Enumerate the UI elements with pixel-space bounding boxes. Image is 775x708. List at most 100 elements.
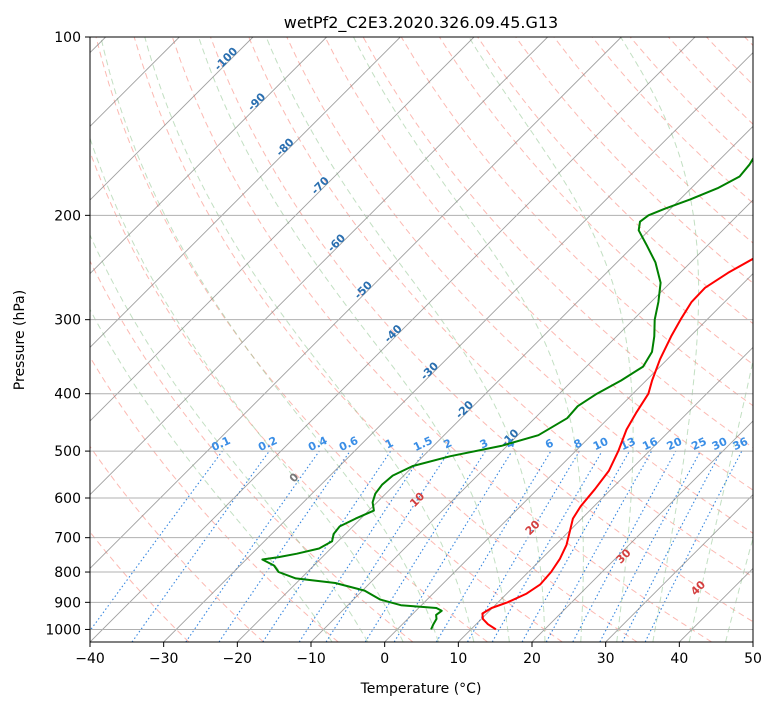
mixing-ratio-label: 20 [665,435,685,453]
dry-adiabat [171,37,712,642]
dry-adiabat [90,531,190,642]
moist-adiabat [353,37,584,642]
moist-adiabat-label: 40 [688,578,708,598]
x-tick-label: 40 [670,651,688,667]
mixing-ratio-line [90,450,223,632]
isotherm-label: -90 [245,90,268,113]
x-tick-label: −40 [75,651,105,667]
y-tick-label: 200 [54,208,81,224]
mixing-ratio-line [218,450,351,642]
y-axis-ticks: 100 200 300 400 500 600 700 800 900 1000 [45,30,90,638]
dry-adiabat [90,150,488,642]
isotherm-label: -50 [352,278,375,301]
y-tick-label: 100 [54,30,81,46]
moist-adiabat [468,37,634,642]
x-tick-label: −10 [296,651,326,667]
mixing-ratio-line [325,450,450,642]
isotherm-line [90,37,475,422]
isotherm-line [679,567,753,642]
plot-frame [89,36,754,643]
y-tick-label: 900 [54,595,81,611]
y-tick-label: 1000 [45,622,81,638]
moist-adiabat [144,37,475,642]
dry-adiabat [324,37,753,491]
isotherm-label: -80 [273,135,296,158]
moist-adiabat [198,37,510,642]
dry-adiabat [90,445,264,642]
moist-adiabat [90,136,404,642]
dry-adiabat [668,37,753,125]
mixing-ratio-label: 2 [442,436,454,451]
x-tick-label: 20 [523,651,541,667]
background-lines [90,37,753,642]
isotherm-line [605,494,753,642]
mixing-ratio-line [131,450,270,642]
moist-adiabat [725,536,753,642]
isotherm-label: -100 [212,44,241,73]
isotherm-line [531,420,753,642]
isotherm-label: -60 [325,231,348,254]
moist-adiabat [688,358,753,642]
isotherm-line [163,52,753,642]
isotherm-line [90,37,401,348]
isotherm-label: -70 [309,174,332,197]
x-tick-label: 0 [380,651,389,667]
mixing-ratio-label: 10 [591,435,611,453]
dry-adiabat [248,37,753,578]
mixing-ratio-line [262,450,392,642]
dry-adiabat [706,37,753,86]
dry-adiabat [90,259,414,642]
mixing-ratio-line [435,450,552,642]
isotherm-line [90,37,622,569]
moist-adiabat [90,233,369,642]
y-tick-label: 700 [54,531,81,547]
dry-adiabat [515,37,753,284]
moist-adiabat [265,37,546,642]
moist-adiabat [100,37,439,642]
isotherm-line [90,37,696,642]
mixing-ratio-label: 30 [710,435,730,453]
isotherm-line [90,37,548,496]
mixing-ratio-line [364,450,486,642]
isotherm-line [384,273,753,642]
moist-adiabat-label: 10 [407,490,427,510]
x-axis-label: Temperature (°C) [360,681,482,697]
mixing-ratio-line [185,450,320,642]
x-tick-label: 50 [744,651,762,667]
dry-adiabat [95,37,563,642]
dry-adiabat [286,37,753,534]
chart-title: wetPf2_C2E3.2020.326.09.45.G13 [284,13,558,33]
isotherm-line [90,37,254,201]
y-tick-label: 400 [54,387,81,403]
mixing-ratio-line [572,450,677,642]
y-tick-label: 300 [54,313,81,329]
isotherm-line [310,199,753,642]
isotherm-label: -40 [382,322,405,345]
dry-adiabat [553,37,753,244]
y-tick-label: 800 [54,565,81,581]
isotherm-line [458,346,753,642]
x-axis-ticks: −40 −30 −20 −10 0 10 20 30 40 50 [75,642,762,667]
mixing-ratio-label: 25 [689,435,708,453]
x-tick-label: 10 [449,651,467,667]
mixing-ratio-line [545,450,653,642]
pressure-grid [90,37,753,630]
mixing-ratio-label: 36 [731,435,751,453]
moist-adiabat [90,308,333,642]
mixing-ratio-line [393,450,513,642]
moist-adiabat [620,37,700,642]
dry-adiabat [133,37,638,642]
x-tick-label: −20 [223,651,253,667]
y-tick-label: 500 [54,444,81,460]
y-tick-label: 600 [54,491,81,507]
mixing-ratio-line [599,450,701,642]
isotherm-line [237,125,753,642]
mixing-ratio-label: 16 [640,435,660,453]
x-tick-label: −30 [149,651,179,667]
moist-adiabat-label: 30 [614,546,634,566]
moist-adiabat-label: 20 [523,518,543,538]
isotherm-line [752,641,753,642]
mixing-ratio-label: 6 [543,436,556,451]
temperature-profile-line [481,257,753,631]
